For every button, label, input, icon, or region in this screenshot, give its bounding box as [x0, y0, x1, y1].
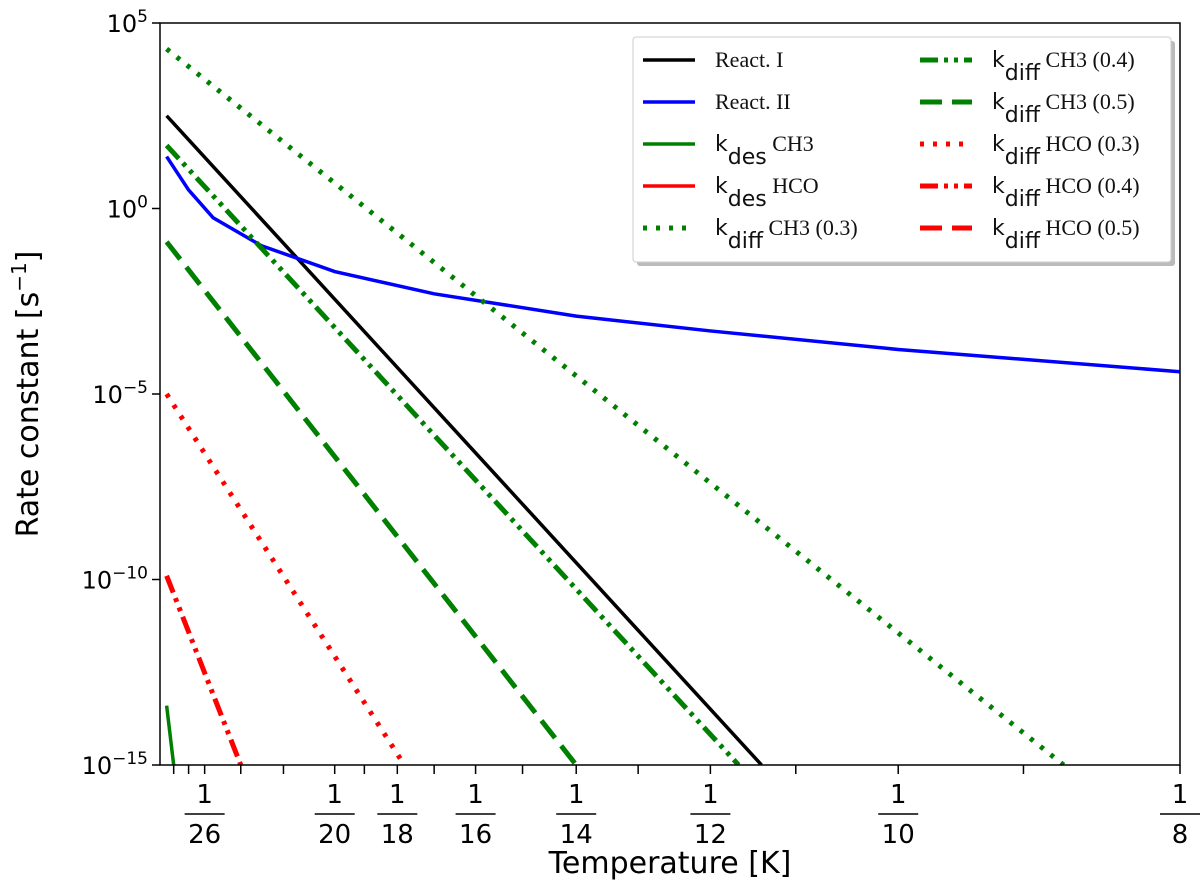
- legend-entry-kdiff-hco-04: kdiff HCO (0.4): [920, 173, 1140, 212]
- svg-text:kdes HCO: kdes HCO: [715, 173, 819, 212]
- svg-text:1: 1: [1172, 780, 1189, 810]
- y-tick-label: 105: [107, 7, 148, 38]
- y-axis-title: Rate constant [s−1]: [7, 251, 46, 538]
- svg-text:16: 16: [459, 820, 492, 850]
- svg-text:18: 18: [381, 820, 414, 850]
- svg-text:20: 20: [318, 820, 351, 850]
- svg-text:1: 1: [467, 780, 484, 810]
- x-tick-label-12: 112: [690, 780, 731, 850]
- svg-text:1: 1: [890, 780, 907, 810]
- legend-entry-kdes-ch3: kdes CH3: [643, 131, 814, 170]
- svg-text:kdiff CH3 (0.5): kdiff CH3 (0.5): [992, 89, 1135, 128]
- x-tick-label-16: 116: [455, 780, 496, 850]
- legend-entry-kdiff-hco-05: kdiff HCO (0.5): [920, 215, 1140, 254]
- y-axis-title-close: ]: [11, 251, 46, 263]
- svg-text:1: 1: [196, 780, 213, 810]
- legend-entry-kdiff-ch3-05: kdiff CH3 (0.5): [920, 89, 1135, 128]
- legend-box: [632, 36, 1172, 263]
- svg-text:kdes CH3: kdes CH3: [715, 131, 814, 170]
- x-tick-label-26: 126: [184, 780, 225, 850]
- series-line-kdiff-hco-03: [164, 392, 407, 765]
- svg-text:12: 12: [694, 820, 727, 850]
- y-tick-label: 10−15: [82, 749, 148, 780]
- y-tick-label: 100: [107, 193, 148, 224]
- plot-area: [164, 47, 1180, 765]
- svg-text:1: 1: [568, 780, 585, 810]
- series-line-kdiff-ch3-03: [165, 47, 1066, 765]
- axes: 10510010−510−1010−1512612011811611411211…: [82, 7, 1200, 850]
- svg-text:8: 8: [1172, 820, 1189, 850]
- svg-text:14: 14: [560, 820, 593, 850]
- svg-text:kdiff CH3 (0.4): kdiff CH3 (0.4): [992, 47, 1135, 86]
- y-axis-title-exp: −1: [7, 262, 31, 291]
- series-line-kdiff-ch3-05: [164, 240, 579, 765]
- legend-entry-react-1: React. I: [643, 47, 783, 72]
- series-line-kdiff-ch3-04: [164, 143, 741, 765]
- y-tick-label: 10−5: [92, 378, 148, 409]
- x-tick-label-10: 110: [878, 780, 919, 850]
- series-line-react-1: [165, 114, 763, 765]
- legend-entry-kdiff-hco-03: kdiff HCO (0.3): [920, 131, 1140, 170]
- series-line-react-2: [165, 155, 1180, 374]
- x-tick-label-8: 18: [1160, 780, 1200, 850]
- svg-text:1: 1: [326, 780, 343, 810]
- x-tick-label-18: 118: [377, 780, 418, 850]
- legend-entry-kdes-hco: kdes HCO: [643, 173, 819, 212]
- x-axis-title: Temperature [K]: [548, 846, 792, 881]
- svg-text:26: 26: [188, 820, 221, 850]
- svg-text:kdiff HCO (0.4): kdiff HCO (0.4): [992, 173, 1140, 212]
- y-axis-title-main: Rate constant [s: [11, 292, 46, 538]
- x-tick-label-14: 114: [556, 780, 597, 850]
- svg-text:React. II: React. II: [715, 89, 791, 114]
- legend-entry-kdiff-ch3-04: kdiff CH3 (0.4): [920, 47, 1135, 86]
- series-line-kdes-ch3: [164, 705, 176, 765]
- svg-text:React. I: React. I: [715, 47, 783, 72]
- legend-entry-react-2: React. II: [643, 89, 791, 114]
- svg-text:1: 1: [702, 780, 719, 810]
- svg-text:kdiff HCO (0.5): kdiff HCO (0.5): [992, 215, 1140, 254]
- svg-text:1: 1: [389, 780, 406, 810]
- y-tick-label: 10−10: [82, 564, 148, 595]
- svg-text:10: 10: [882, 820, 915, 850]
- svg-text:kdiff HCO (0.3): kdiff HCO (0.3): [992, 131, 1140, 170]
- legend-entry-kdiff-ch3-03: kdiff CH3 (0.3): [643, 215, 858, 254]
- x-tick-label-20: 120: [314, 780, 355, 850]
- svg-text:kdiff CH3 (0.3): kdiff CH3 (0.3): [715, 215, 858, 254]
- series-line-kdiff-hco-04: [164, 574, 244, 765]
